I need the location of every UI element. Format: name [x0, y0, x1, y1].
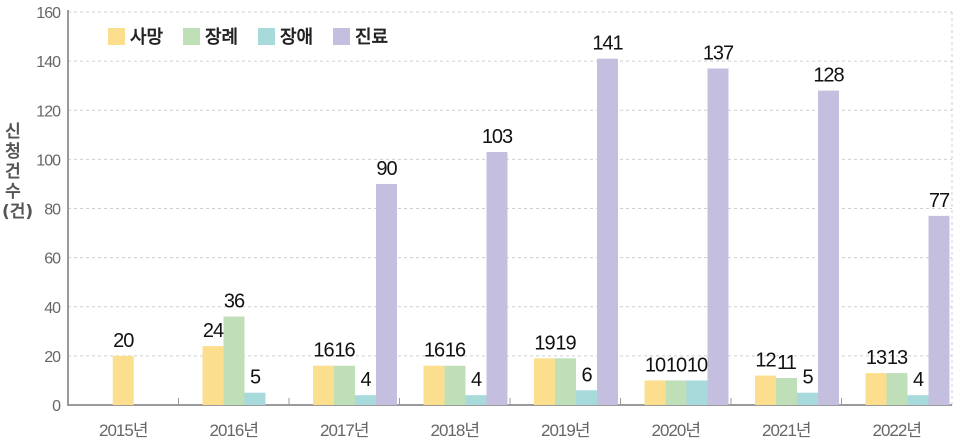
y-axis-label: 신청건수(건) — [2, 122, 34, 222]
data-label: 137 — [703, 42, 734, 64]
data-label: 24 — [203, 320, 224, 342]
data-label: 90 — [376, 158, 397, 180]
data-label: 4 — [471, 369, 482, 391]
bar-진료 — [818, 90, 839, 405]
legend-label-장애: 장애 — [280, 27, 313, 48]
data-label: 10 — [666, 354, 687, 376]
bar-장애 — [355, 395, 376, 405]
bar-장애 — [576, 390, 597, 405]
bar-장애 — [244, 392, 266, 405]
bar-사망 — [534, 358, 555, 405]
y-tick-label: 0 — [52, 398, 61, 415]
x-tick-label: 2016년 — [210, 421, 258, 440]
bar-진료 — [928, 215, 950, 405]
x-tick-label: 2021년 — [762, 421, 810, 440]
x-tick-label: 2015년 — [99, 421, 147, 440]
bar-진료 — [486, 152, 508, 405]
x-tick-label: 2017년 — [320, 421, 368, 440]
bar-사망 — [423, 365, 445, 405]
y-tick-label: 160 — [36, 5, 61, 22]
bar-진료 — [707, 68, 729, 406]
bar-사망 — [865, 373, 887, 405]
bar-장례 — [334, 365, 355, 405]
bar-진료 — [597, 58, 618, 405]
bar-사망 — [112, 355, 134, 405]
x-tick-label: 2018년 — [431, 421, 479, 440]
bar-사망 — [202, 346, 224, 405]
legend-swatch-장애 — [258, 28, 275, 45]
data-label: 13 — [887, 347, 908, 369]
y-tick-label: 20 — [44, 349, 61, 366]
data-label: 13 — [866, 347, 887, 369]
data-label: 6 — [581, 364, 592, 386]
bar-장례 — [886, 373, 908, 405]
legend-label-장례: 장례 — [205, 27, 238, 48]
bar-장애 — [686, 380, 708, 405]
y-tick-label: 100 — [36, 152, 61, 169]
data-label: 77 — [929, 190, 950, 212]
data-label: 128 — [813, 65, 844, 87]
y-tick-label: 80 — [44, 202, 61, 219]
y-tick-label: 120 — [36, 103, 61, 120]
bar-진료 — [376, 183, 397, 405]
x-tick-label: 2019년 — [541, 421, 589, 440]
bar-장애 — [907, 395, 929, 405]
bar-장례 — [223, 316, 245, 405]
data-label: 16 — [313, 340, 334, 362]
legend-swatch-사망 — [108, 28, 125, 45]
data-label: 4 — [360, 369, 371, 391]
bar-장례 — [444, 365, 466, 405]
bar-장례 — [665, 380, 687, 405]
legend-swatch-진료 — [333, 28, 350, 45]
legend-label-사망: 사망 — [130, 27, 164, 48]
bar-사망 — [644, 380, 666, 405]
data-label: 103 — [482, 126, 513, 148]
data-label: 11 — [777, 352, 797, 374]
data-label: 19 — [534, 332, 555, 354]
data-label: 10 — [645, 354, 666, 376]
y-tick-label: 140 — [36, 54, 61, 71]
legend-swatch-장례 — [183, 28, 200, 45]
data-label: 10 — [687, 354, 708, 376]
y-tick-label: 60 — [44, 251, 61, 268]
data-label: 5 — [250, 367, 261, 389]
bar-사망 — [313, 365, 334, 405]
legend-label-진료: 진료 — [355, 27, 388, 48]
bar-장례 — [776, 377, 797, 405]
data-label: 16 — [334, 340, 355, 362]
data-label: 19 — [555, 332, 576, 354]
data-label: 20 — [113, 330, 134, 352]
data-label: 4 — [913, 369, 924, 391]
bar-장례 — [555, 358, 576, 405]
data-label: 5 — [802, 367, 813, 389]
x-tick-label: 2020년 — [652, 421, 700, 440]
data-label: 36 — [224, 291, 245, 313]
bar-장애 — [465, 395, 487, 405]
data-label: 12 — [755, 350, 776, 372]
bar-사망 — [755, 375, 776, 405]
data-label: 141 — [592, 33, 623, 55]
data-label: 16 — [445, 340, 466, 362]
y-tick-label: 40 — [44, 300, 61, 317]
x-tick-label: 2022년 — [873, 421, 921, 440]
data-label: 16 — [424, 340, 445, 362]
bar-장애 — [797, 392, 818, 405]
